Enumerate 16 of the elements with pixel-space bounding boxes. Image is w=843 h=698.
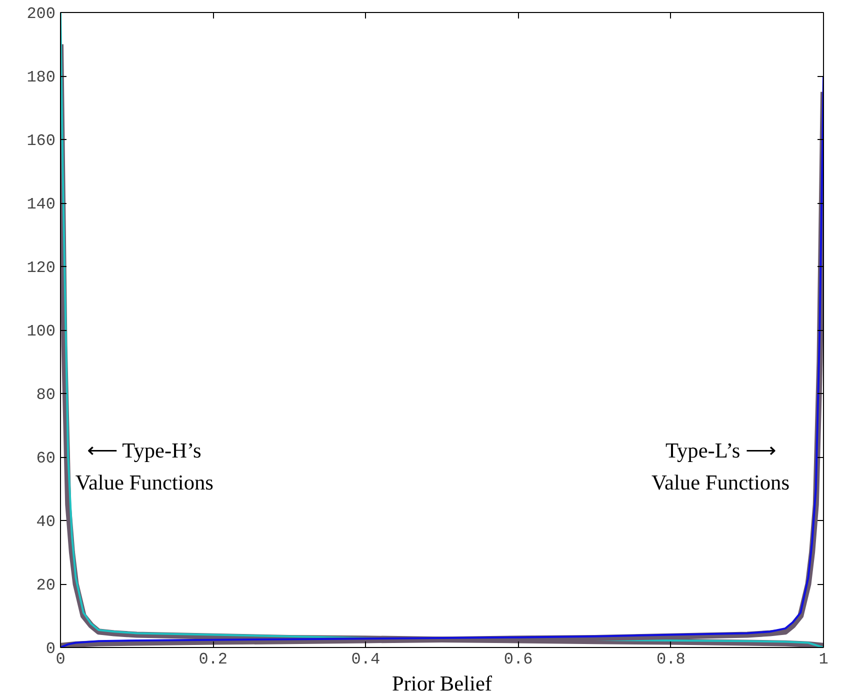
x-axis-title: Prior Belief [392,672,493,696]
x-tick-label: 0.8 [656,650,686,668]
y-tick-label: 40 [36,513,56,531]
x-tick-label: 0.4 [351,650,380,668]
y-tick-label: 20 [36,576,56,594]
y-tick-label: 160 [26,132,56,150]
y-tick-label: 60 [36,450,56,468]
y-tick-label: 120 [26,259,56,277]
x-tick-label: 0.2 [198,650,228,668]
y-tick-label: 180 [26,68,56,86]
y-tick-label: 80 [36,386,56,404]
y-tick-label: 100 [26,322,56,340]
y-tick-label: 200 [26,5,56,23]
x-tick-label: 0.6 [504,650,533,668]
x-tick-label: 1 [818,650,828,668]
y-tick-label: 140 [26,196,56,214]
